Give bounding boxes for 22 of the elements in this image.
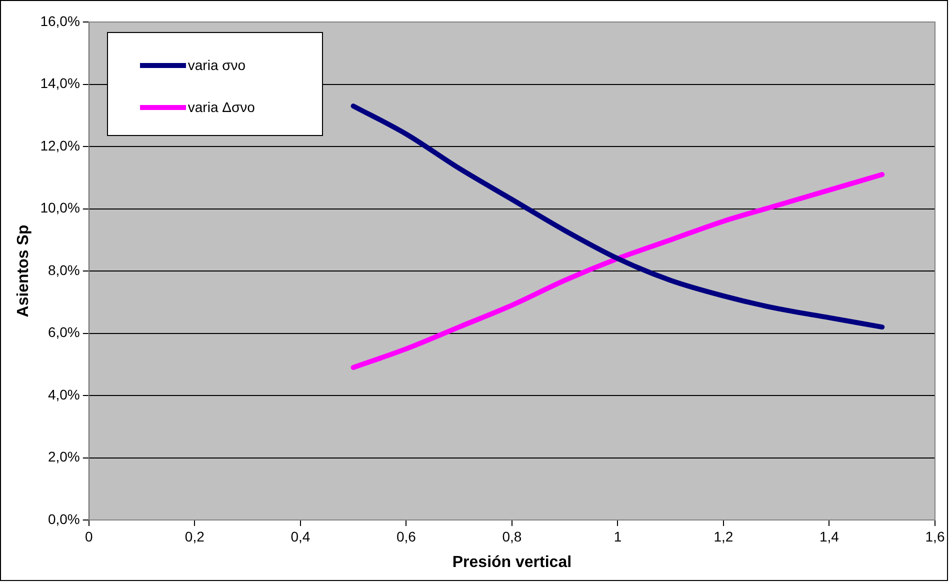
y-tick-label: 12,0% <box>40 137 80 154</box>
x-tick-label: 0,8 <box>502 528 522 544</box>
x-tick-label: 0 <box>85 528 93 544</box>
legend-label: varia Δσνο <box>188 99 255 115</box>
x-tick-label: 1 <box>614 528 622 544</box>
y-tick-label: 14,0% <box>40 75 80 92</box>
x-tick-label: 0,6 <box>396 528 416 544</box>
x-tick-label: 1,2 <box>714 528 734 544</box>
x-tick-label: 0,4 <box>290 528 310 544</box>
y-tick-label: 2,0% <box>48 448 80 465</box>
y-axis-title: Asientos Sp <box>15 224 32 318</box>
y-tick-label: 4,0% <box>48 386 80 402</box>
y-tick-label: 0,0% <box>48 510 80 527</box>
y-tick-label: 6,0% <box>48 324 80 340</box>
x-tick-label: 1,6 <box>925 528 945 544</box>
x-tick-label: 1,4 <box>820 528 840 544</box>
x-tick-label: 0,2 <box>184 528 205 544</box>
y-tick-label: 8,0% <box>48 262 80 278</box>
y-tick-label: 16,0% <box>40 12 80 29</box>
x-axis-title: Presión vertical <box>452 554 572 571</box>
y-tick-label: 10,0% <box>40 200 80 216</box>
legend-label: varia σνο <box>188 57 246 73</box>
